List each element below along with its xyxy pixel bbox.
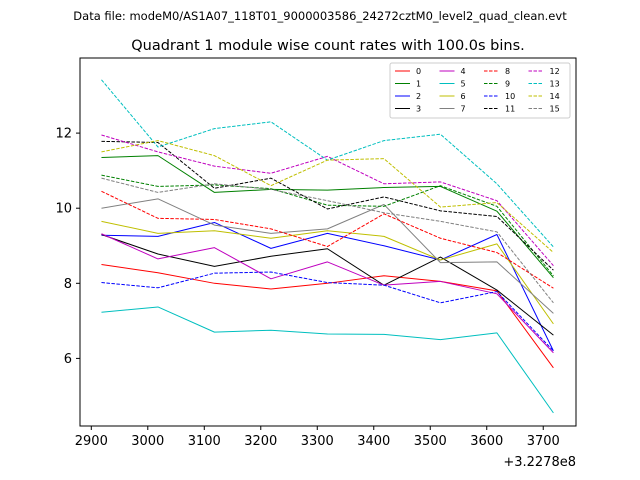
legend-label-2: 2	[416, 92, 421, 101]
series-line-11	[101, 140, 554, 271]
x-tick-label: 3000	[131, 434, 164, 449]
series-line-14	[101, 140, 554, 253]
legend-label-7: 7	[461, 105, 466, 114]
y-tick-label: 8	[64, 277, 72, 292]
legend-label-3: 3	[416, 105, 421, 114]
x-tick-label: 3500	[414, 434, 447, 449]
y-axis: 6 8 10 12	[55, 127, 80, 367]
series-line-3	[101, 234, 554, 336]
series-line-8	[101, 190, 554, 289]
chart-title: Quadrant 1 module wise count rates with …	[131, 38, 525, 54]
legend-label-4: 4	[461, 67, 466, 76]
x-tick-label: 2900	[75, 434, 108, 449]
legend-label-11: 11	[505, 105, 515, 114]
series-line-10	[101, 271, 554, 352]
series-line-12	[101, 134, 554, 266]
x-tick-label: 3400	[357, 434, 390, 449]
x-offset-label: +3.2278e8	[503, 455, 576, 470]
x-tick-label: 3300	[301, 434, 334, 449]
series-line-5	[101, 306, 554, 414]
legend-label-9: 9	[505, 80, 510, 89]
series-line-2	[101, 221, 554, 352]
chart-suptitle: Data file: modeM0/AS1A07_118T01_90000035…	[73, 9, 567, 23]
series-line-4	[101, 233, 554, 354]
legend-label-13: 13	[550, 80, 560, 89]
series-line-7	[101, 198, 554, 314]
plot-frame	[79, 57, 577, 427]
legend-label-12: 12	[550, 67, 560, 76]
series-line-9	[101, 174, 554, 277]
x-tick-label: 3600	[470, 434, 503, 449]
y-tick-label: 12	[55, 127, 72, 142]
legend-label-10: 10	[505, 92, 515, 101]
legend-label-5: 5	[461, 80, 466, 89]
x-tick-label: 3200	[244, 434, 277, 449]
x-tick-label: 3700	[527, 434, 560, 449]
y-tick-label: 10	[55, 202, 72, 217]
series-line-0	[101, 264, 554, 369]
series-line-1	[101, 155, 554, 278]
legend-label-6: 6	[461, 92, 466, 101]
legend-box	[389, 62, 571, 119]
x-tick-label: 3100	[188, 434, 221, 449]
y-tick-label: 6	[64, 352, 72, 367]
series-layer	[101, 79, 554, 414]
series-line-15	[101, 177, 554, 304]
legend-label-14: 14	[550, 92, 560, 101]
legend-label-0: 0	[416, 67, 421, 76]
x-axis: 2900 3000 3100 3200 3300 3400 3500 3600 3700	[75, 426, 560, 449]
legend-label-15: 15	[550, 105, 560, 114]
legend-label-8: 8	[505, 67, 510, 76]
series-line-6	[101, 220, 554, 325]
legend-label-1: 1	[416, 80, 421, 89]
